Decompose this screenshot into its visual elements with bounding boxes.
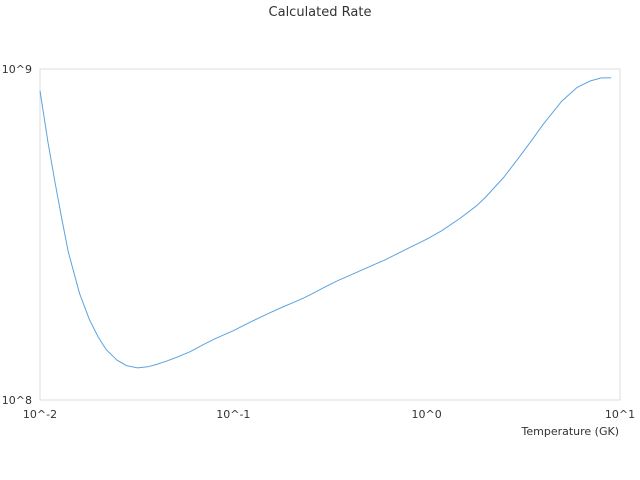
x-tick-label: 10^-1 xyxy=(216,408,250,421)
plot-frame xyxy=(39,68,621,401)
x-tick-label: 10^0 xyxy=(412,408,442,421)
x-tick-label: 10^1 xyxy=(605,408,635,421)
x-axis-ticks: 10^-2 10^-1 10^0 10^1 xyxy=(23,408,635,421)
y-tick-label: 10^8 xyxy=(2,394,32,407)
x-axis-label: Temperature (GK) xyxy=(521,425,620,438)
series-line xyxy=(39,77,612,369)
y-tick-label: 10^9 xyxy=(2,63,32,76)
chart-title: Calculated Rate xyxy=(269,5,372,20)
y-axis-ticks: 10^8 10^9 xyxy=(2,63,32,407)
x-tick-label: 10^-2 xyxy=(23,408,57,421)
